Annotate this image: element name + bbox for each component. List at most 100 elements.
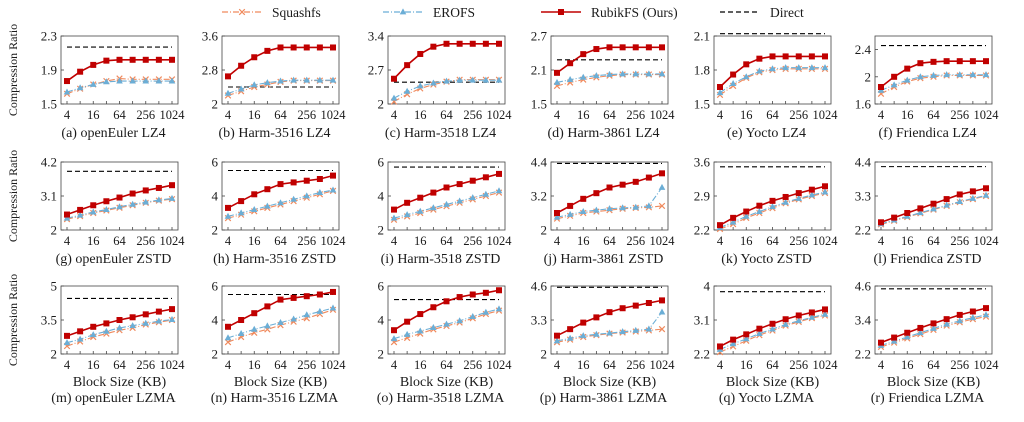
data-point (808, 186, 815, 193)
series (717, 183, 828, 229)
data-point (822, 306, 828, 313)
x-tick-label: 64 (440, 234, 453, 248)
data-point (403, 87, 411, 94)
data-point (821, 188, 829, 195)
x-tick-label: 64 (766, 108, 779, 122)
data-point (404, 199, 411, 206)
data-point (930, 205, 937, 212)
series (224, 76, 337, 96)
data-point (969, 188, 976, 195)
data-point (808, 53, 815, 60)
data-point (417, 194, 424, 201)
series (63, 315, 176, 346)
data-point (769, 53, 776, 60)
series-line (227, 79, 333, 94)
data-point (659, 297, 665, 304)
data-point (155, 184, 162, 191)
data-point (469, 194, 477, 201)
data-point (482, 289, 489, 296)
x-tick-label: 64 (113, 108, 126, 122)
data-point (795, 64, 803, 71)
data-point (456, 76, 463, 83)
x-tick-label: 4 (225, 108, 232, 122)
series (716, 188, 829, 230)
data-point (808, 191, 816, 198)
series-line (556, 328, 663, 343)
x-tick-label: 16 (87, 234, 100, 248)
x-tick-label: 4 (64, 108, 71, 122)
series-line (66, 319, 173, 347)
data-point (795, 190, 802, 197)
y-tick-label: 3.2 (531, 189, 547, 204)
data-point (303, 192, 311, 199)
data-point (756, 207, 763, 214)
panel: 1.5 2.1 2.7 4 16 64 256 1024 (d) Harm-3861 LZ4 (531, 29, 676, 142)
data-point (553, 78, 561, 85)
data-point (316, 76, 324, 83)
data-point (116, 56, 123, 63)
x-tick-label: 256 (789, 358, 808, 372)
data-point (795, 53, 802, 60)
y-tick-label: 2 (51, 223, 58, 238)
data-point (943, 71, 950, 78)
data-point (930, 58, 937, 65)
data-point (63, 214, 71, 221)
data-point (237, 209, 245, 216)
data-point (103, 320, 110, 327)
data-point (982, 311, 990, 318)
data-point (469, 177, 476, 184)
x-tick-label: 64 (927, 108, 940, 122)
x-tick-label: 256 (136, 108, 155, 122)
data-point (250, 206, 258, 212)
x-tick-label: 256 (626, 358, 645, 372)
data-point (743, 208, 750, 215)
data-point (443, 40, 450, 47)
x-tick-label: 16 (740, 358, 753, 372)
data-point (956, 191, 963, 198)
data-point (619, 70, 626, 77)
series (553, 70, 666, 85)
data-point (969, 308, 976, 315)
panel-caption: (o) Harm-3518 LZMA (377, 391, 505, 406)
x-tick-label: 256 (463, 234, 482, 248)
data-point (142, 77, 150, 84)
data-point (903, 76, 911, 83)
data-point (769, 197, 776, 204)
data-point (593, 314, 600, 321)
series (64, 182, 175, 218)
data-point (456, 294, 463, 301)
x-tick-label: 4 (878, 108, 885, 122)
data-point (645, 202, 653, 209)
x-tick-label: 1024 (487, 108, 513, 122)
series (553, 183, 666, 220)
plot-frame (550, 161, 669, 231)
data-point (606, 70, 613, 77)
legend-marker-x (238, 8, 246, 16)
data-point (496, 40, 502, 47)
data-point (103, 78, 110, 85)
data-point (943, 58, 950, 65)
y-tick-label: 4 (704, 279, 711, 294)
data-point (567, 202, 574, 209)
y-tick-label: 1.5 (694, 97, 710, 112)
x-tick-label: 1024 (974, 108, 1000, 122)
data-point (417, 311, 424, 318)
data-point (390, 335, 398, 342)
x-tick-label: 4 (391, 358, 398, 372)
data-point (225, 204, 231, 211)
y-tick-label: 6 (212, 155, 219, 170)
y-tick-label: 4 (378, 313, 385, 328)
x-tick-label: 64 (603, 358, 616, 372)
panel: 1.5 1.9 2.3 4 16 64 256 1024 Compression Ratio (a… (6, 24, 185, 141)
data-point (330, 172, 336, 179)
data-point (264, 303, 271, 310)
x-tick-label: 64 (603, 234, 616, 248)
data-point (251, 191, 258, 198)
series-line (556, 311, 663, 342)
legend-label: Direct (770, 5, 804, 20)
data-point (878, 339, 884, 346)
data-point (155, 196, 163, 203)
data-point (329, 186, 337, 193)
